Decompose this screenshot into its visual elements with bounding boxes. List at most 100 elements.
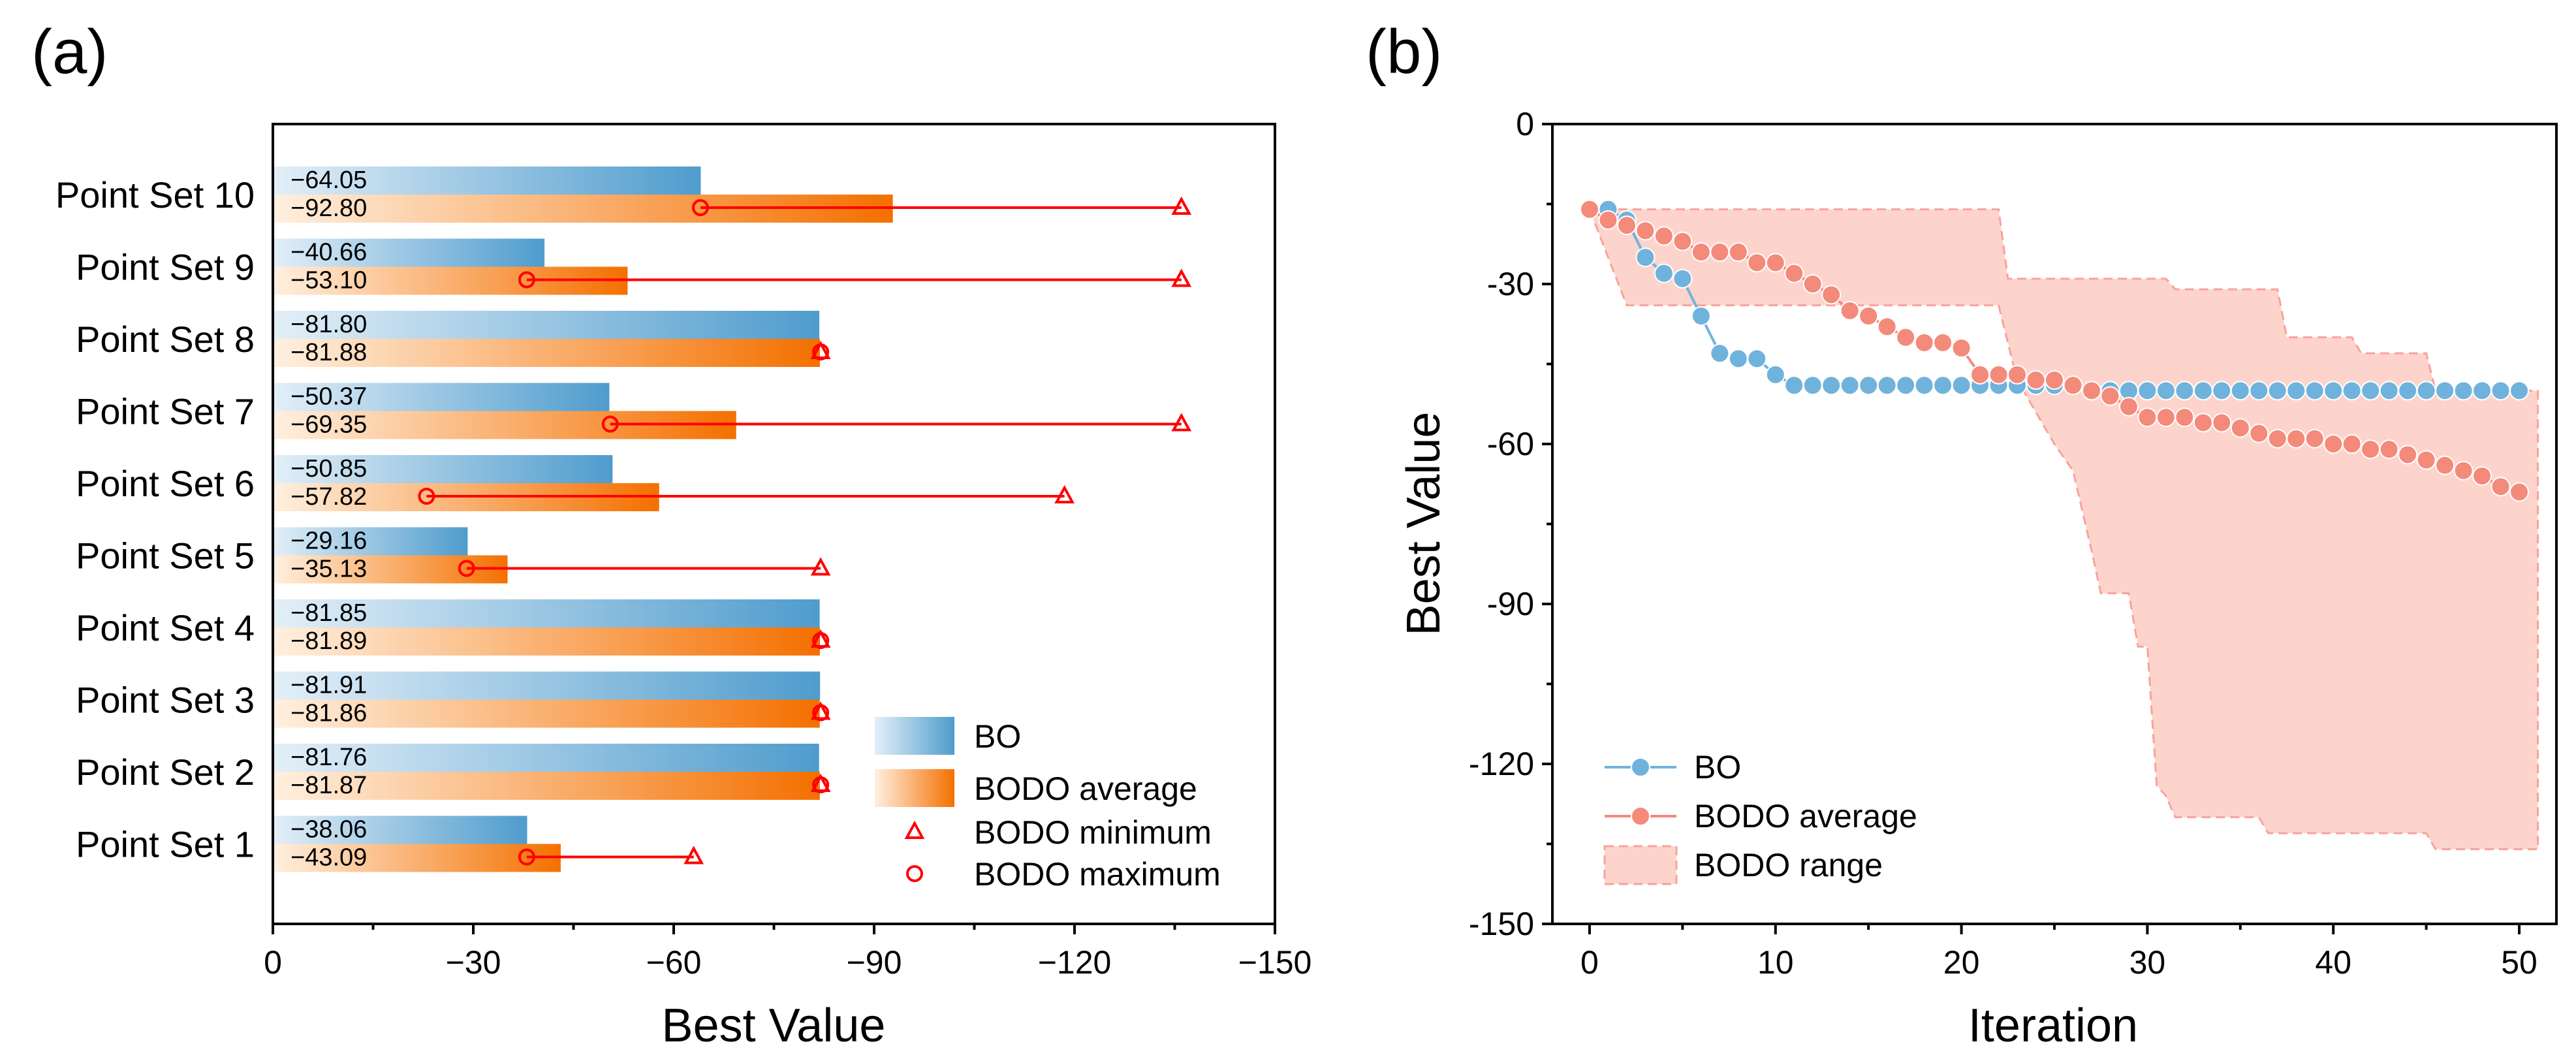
bodo-average-point [1747, 253, 1767, 273]
bo-point [1933, 375, 1953, 396]
bodo-average-point [2249, 423, 2269, 443]
bo-point [1691, 306, 1711, 326]
bodo-average-point [2453, 460, 2474, 481]
bo-point [2267, 381, 2287, 401]
bodo-average-point [1710, 242, 1730, 262]
bodo-average-point [1951, 338, 1971, 358]
bodo-maximum-marker [518, 271, 535, 289]
bodo-maximum-marker [812, 632, 830, 649]
bodo-average-point [1691, 242, 1711, 262]
legend-bodo-average-marker [1631, 806, 1650, 826]
bodo-average-bar [273, 627, 821, 656]
bodo-average-point [2286, 428, 2306, 449]
bodo-average-point [2137, 407, 2158, 428]
bodo-average-point [2156, 407, 2176, 428]
bodo-minimum-marker [1171, 196, 1192, 215]
bodo-average-point [1914, 332, 1934, 353]
bo-point [1840, 375, 1860, 396]
bo-value-label: −81.85 [291, 599, 367, 627]
bo-point [1914, 375, 1934, 396]
bodo-minimum-marker [1171, 413, 1192, 432]
bo-value-label: −81.91 [291, 672, 367, 699]
bo-bar [273, 816, 527, 844]
bo-point [1710, 343, 1730, 364]
bo-point [1747, 349, 1767, 369]
bo-point [1635, 247, 1656, 268]
x-tick-label: −120 [1038, 944, 1112, 981]
panel-b-marks [1579, 199, 2539, 851]
bo-value-label: −50.85 [291, 455, 367, 483]
category-label: Point Set 6 [76, 463, 255, 504]
category-label: Point Set 9 [76, 247, 255, 288]
y-tick-label: -150 [1469, 906, 1534, 942]
legend-bodo-average-swatch [875, 769, 954, 807]
bodo-average-value-label: −81.89 [291, 627, 367, 655]
legend-bodo-average-label: BODO average [1694, 798, 1917, 834]
bo-point [2230, 381, 2250, 401]
bo-point [2398, 381, 2418, 401]
panel-b-line-chart: 0 10 20 30 40 500-30-60-90-120-150 Iteration … [1398, 106, 2558, 1052]
legend-bodo-maximum-label: BODO maximum [974, 856, 1221, 893]
bodo-average-point [2416, 450, 2436, 470]
bo-value-label: −40.66 [291, 239, 367, 266]
legend-bo-marker [1631, 757, 1650, 777]
bo-bar [273, 455, 613, 483]
bodo-average-value-label: −81.86 [291, 700, 367, 727]
bo-bar [273, 383, 610, 411]
bodo-average-point [2472, 466, 2492, 486]
bo-point [1673, 268, 1693, 289]
x-tick-label: −90 [847, 944, 902, 981]
category-label: Point Set 5 [76, 535, 255, 577]
bodo-average-point [2361, 439, 2381, 460]
y-tick-label: 0 [1516, 106, 1534, 142]
bodo-average-point [1896, 327, 1916, 347]
bo-point [1654, 263, 1674, 283]
panel-b-y-axis-title: Best Value [1398, 412, 1450, 636]
x-tick-label: 10 [1757, 944, 1794, 981]
panel-b-x-axis-title: Iteration [1968, 1000, 2138, 1052]
panel-a-label: (a) [31, 17, 108, 87]
bodo-average-point [2323, 434, 2344, 454]
bo-point [2156, 381, 2176, 401]
y-tick-label: -30 [1487, 266, 1534, 302]
bo-point [2286, 381, 2306, 401]
bodo-average-point [2230, 418, 2250, 438]
bo-point [1802, 375, 1823, 396]
bodo-minimum-marker [1054, 484, 1075, 503]
bo-point [1821, 375, 1842, 396]
panel-b-label: (b) [1366, 17, 1442, 87]
bo-bar [273, 166, 701, 195]
category-label: Point Set 2 [76, 752, 255, 793]
x-tick-label: −30 [446, 944, 501, 981]
bodo-average-point [1784, 263, 1804, 283]
category-label: Point Set 3 [76, 680, 255, 721]
legend-bodo-maximum-marker [906, 865, 923, 882]
bodo-average-point [1616, 215, 1637, 236]
legend-bodo-range-swatch [1603, 845, 1678, 885]
bodo-average-point [2304, 428, 2325, 449]
bodo-average-point [1821, 285, 1842, 305]
bodo-average-value-label: −69.35 [291, 411, 367, 439]
bo-bar [273, 599, 820, 627]
bo-point [1784, 375, 1804, 396]
bodo-minimum-marker [683, 846, 704, 864]
bodo-average-value-label: −53.10 [291, 267, 367, 294]
bodo-maximum-marker [601, 415, 619, 433]
x-tick-label: 40 [2315, 944, 2351, 981]
bo-point [1765, 364, 1785, 385]
bodo-maximum-marker [812, 776, 830, 793]
bodo-average-bar [273, 339, 820, 367]
bo-bar [273, 671, 821, 700]
bo-point [2212, 381, 2232, 401]
panel-a-legend: BO BODO average BODO minimum BODO maximum [875, 717, 1221, 893]
legend-bo-label: BO [1694, 749, 1741, 785]
bo-point [2304, 381, 2325, 401]
bo-value-label: −81.76 [291, 744, 367, 771]
bodo-average-point [2342, 434, 2362, 454]
category-label: Point Set 7 [76, 391, 255, 432]
bodo-average-point [1765, 253, 1785, 273]
x-tick-label: 0 [264, 944, 282, 981]
bo-value-label: −64.05 [291, 166, 367, 194]
legend-bodo-average-label: BODO average [974, 770, 1197, 807]
bodo-average-point [2007, 364, 2028, 385]
